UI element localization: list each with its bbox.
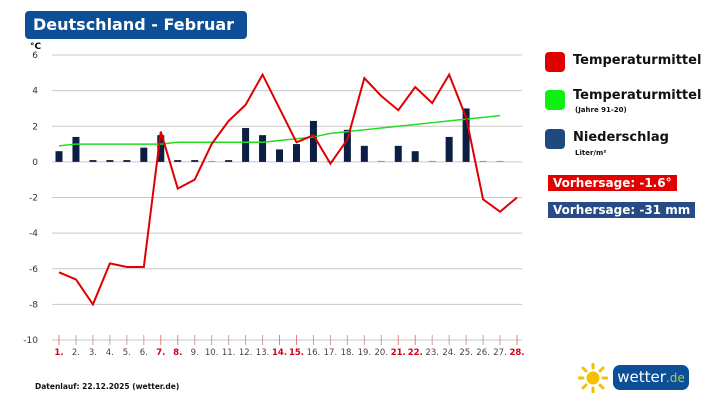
precip-bar — [343, 129, 351, 162]
y-tick-label: -6 — [29, 265, 38, 275]
y-tick-label: 0 — [32, 158, 38, 168]
footer-data-run: Datenlauf: 22.12.2025 (wetter.de) — [35, 382, 180, 391]
sun-icon — [578, 363, 608, 393]
y-tick-label: 2 — [32, 122, 38, 132]
precip-bar — [55, 151, 63, 162]
legend-swatch-precip — [545, 129, 565, 149]
x-tick-label: 2. — [72, 348, 80, 358]
x-tick-label: 28. — [509, 348, 524, 358]
precip-bar — [479, 160, 487, 162]
precip-bar — [225, 160, 233, 162]
page-title: Deutschland - Februar — [25, 11, 247, 39]
legend-swatch-temp — [545, 52, 565, 72]
x-tick-label: 14. — [272, 348, 287, 358]
legend-swatch-normal — [545, 90, 565, 110]
x-tick-label: 12. — [239, 348, 253, 358]
precip-bar — [208, 160, 216, 162]
x-tick-label: 23. — [425, 348, 439, 358]
precip-bar — [462, 108, 470, 162]
temp-line — [58, 72, 518, 307]
precip-bar — [445, 136, 453, 162]
y-tick-label: -2 — [29, 194, 38, 204]
x-tick-label: 25. — [459, 348, 473, 358]
x-tick-label: 19. — [358, 348, 372, 358]
precip-bar — [428, 160, 436, 162]
precip-bar — [140, 147, 148, 162]
x-tick-label: 21. — [391, 348, 406, 358]
y-tick-label: 6 — [32, 51, 38, 61]
y-tick-label: -10 — [23, 336, 38, 346]
precip-bar — [72, 136, 80, 162]
precip-bar — [242, 128, 250, 162]
x-tick-label: 27. — [493, 348, 507, 358]
precip-bar — [157, 135, 165, 162]
precip-bar — [106, 160, 114, 162]
precip-bar — [276, 149, 284, 162]
x-tick-label: 9. — [191, 348, 199, 358]
x-tick-label: 17. — [324, 348, 338, 358]
x-tick-label: 3. — [89, 348, 97, 358]
precip-bar — [496, 160, 504, 162]
precip-bar — [292, 144, 300, 162]
precip-bar — [377, 160, 385, 162]
normal-temp-line — [58, 114, 501, 147]
x-tick-label: 15. — [289, 348, 304, 358]
x-tick-label: 26. — [476, 348, 490, 358]
x-tick-label: 7. — [156, 348, 165, 358]
y-axis-unit: °C — [30, 42, 42, 52]
wetter-logo[interactable]: wetter.de — [613, 365, 689, 390]
x-tick-label: 22. — [408, 348, 423, 358]
x-tick-label: 10. — [205, 348, 219, 358]
precip-bar — [309, 120, 317, 162]
precip-bar — [89, 160, 97, 162]
y-tick-label: -8 — [29, 300, 38, 310]
logo-suffix: .de — [665, 371, 685, 385]
precip-bar — [259, 135, 267, 162]
x-tick-label: 11. — [222, 348, 236, 358]
legend-label-temp: Temperaturmittel — [573, 53, 702, 68]
logo-main: wetter — [617, 368, 666, 386]
x-tick-label: 1. — [54, 348, 63, 358]
x-tick-label: 24. — [442, 348, 456, 358]
x-tick-label: 13. — [256, 348, 270, 358]
x-tick-label: 4. — [106, 348, 114, 358]
precip-bar — [411, 151, 419, 162]
forecast-temp: Vorhersage: -1.6° — [548, 175, 677, 191]
precip-bar — [326, 160, 334, 162]
x-tick-label: 16. — [307, 348, 321, 358]
forecast-precip: Vorhersage: -31 mm — [548, 202, 696, 218]
legend-label-normal: Temperaturmittel — [573, 88, 702, 103]
x-tick-label: 18. — [341, 348, 355, 358]
precip-bar — [360, 145, 368, 162]
legend-label-precip: Niederschlag — [573, 130, 669, 145]
x-tick-label: 8. — [173, 348, 182, 358]
y-tick-label: 4 — [32, 87, 38, 97]
x-tick-label: 5. — [123, 348, 131, 358]
precip-bar — [123, 160, 131, 162]
precip-bar — [394, 145, 402, 162]
precip-bar — [191, 160, 199, 162]
y-tick-label: -4 — [29, 229, 38, 239]
legend-sub-normal: (Jahre 91-20) — [575, 106, 627, 114]
x-tick-label: 20. — [375, 348, 389, 358]
legend-sub-precip: Liter/m² — [575, 149, 607, 157]
x-tick-label: 6. — [140, 348, 148, 358]
precip-bar — [174, 160, 182, 162]
